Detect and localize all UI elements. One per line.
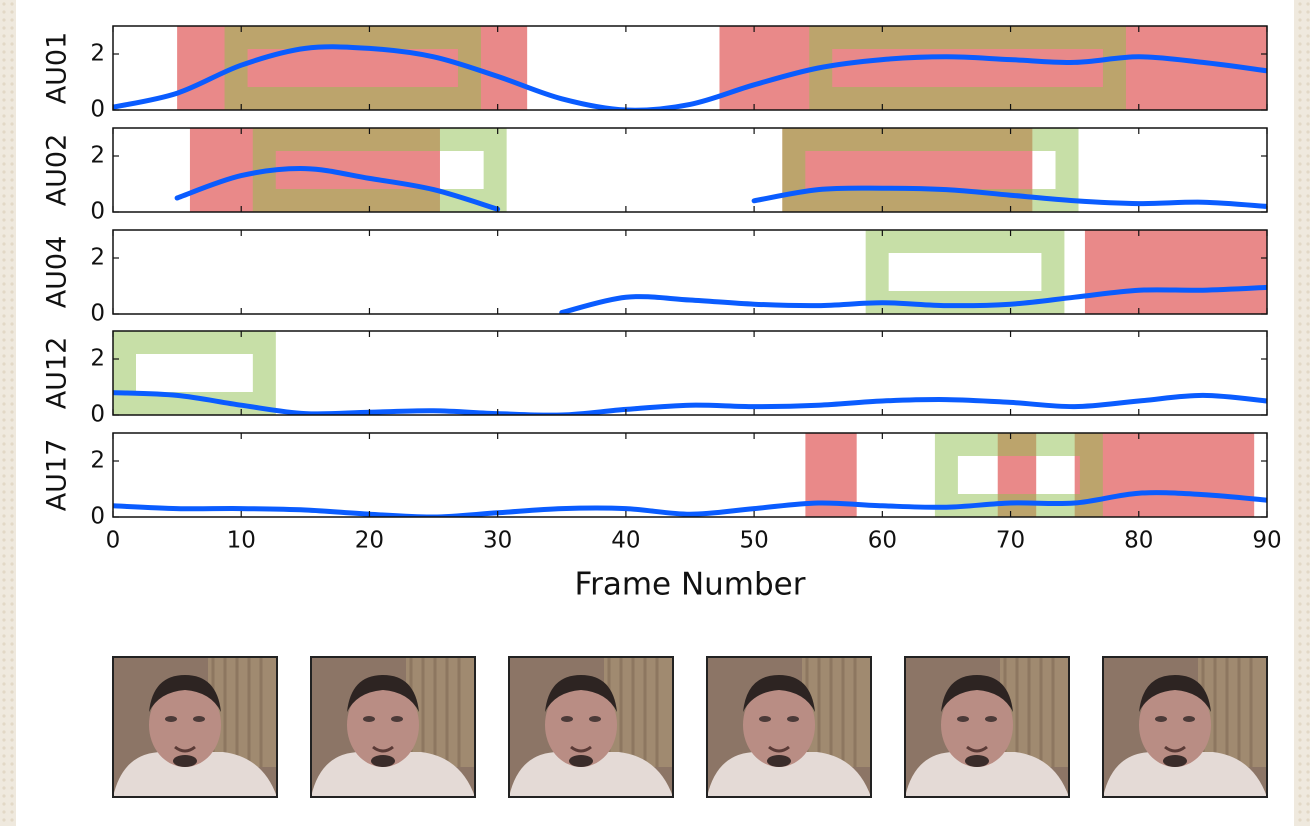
x-tick-label: 20 xyxy=(355,528,384,554)
x-tick-label: 60 xyxy=(868,528,897,554)
thumbnail xyxy=(509,657,673,797)
page-edge xyxy=(1294,0,1310,826)
y-axis-label: AU01 xyxy=(42,32,73,105)
x-tick-label: 40 xyxy=(611,528,640,554)
y-tick-label: 0 xyxy=(90,504,105,530)
x-tick-label: 90 xyxy=(1252,528,1281,554)
thumbnail xyxy=(1103,657,1267,797)
x-tick-label: 80 xyxy=(1124,528,1153,554)
subplot: 0 2 AU12 xyxy=(42,331,1268,428)
y-axis-label: AU17 xyxy=(42,439,73,512)
y-tick-label: 2 xyxy=(90,143,105,169)
subplot: 0 2 AU01 xyxy=(42,26,1268,123)
thumbnail xyxy=(113,657,277,797)
y-tick-label: 2 xyxy=(90,346,105,372)
y-axis-label: AU04 xyxy=(42,236,73,309)
subplot: 0 2 AU04 xyxy=(42,230,1268,327)
thumbnail xyxy=(905,657,1069,797)
axes-frame xyxy=(113,331,1267,415)
y-tick-label: 0 xyxy=(90,199,105,225)
y-axis-label: AU12 xyxy=(42,337,73,410)
x-tick-label: 30 xyxy=(483,528,512,554)
y-tick-label: 2 xyxy=(90,41,105,67)
thumbnail xyxy=(707,657,871,797)
figure: 02AU0102AU0202AU0402AU120201020304050607… xyxy=(0,0,1310,826)
x-tick-label: 0 xyxy=(106,528,121,554)
y-tick-label: 0 xyxy=(90,402,105,428)
x-tick-label: 10 xyxy=(227,528,256,554)
y-tick-label: 2 xyxy=(90,245,105,271)
subplot: 0 2 AU02 xyxy=(42,128,1268,225)
y-tick-label: 2 xyxy=(90,448,105,474)
page-edge xyxy=(0,0,16,826)
ground-truth-span xyxy=(877,242,1053,303)
x-tick-label: 50 xyxy=(739,528,768,554)
x-axis-label: Frame Number xyxy=(575,567,806,603)
au-curve xyxy=(113,393,1267,416)
x-tick-label: 70 xyxy=(996,528,1025,554)
y-tick-label: 0 xyxy=(90,301,105,327)
predicted-span xyxy=(1085,230,1267,314)
y-tick-label: 0 xyxy=(90,97,105,123)
y-axis-label: AU02 xyxy=(42,134,73,207)
thumbnails xyxy=(113,657,1267,797)
thumbnail xyxy=(311,657,475,797)
